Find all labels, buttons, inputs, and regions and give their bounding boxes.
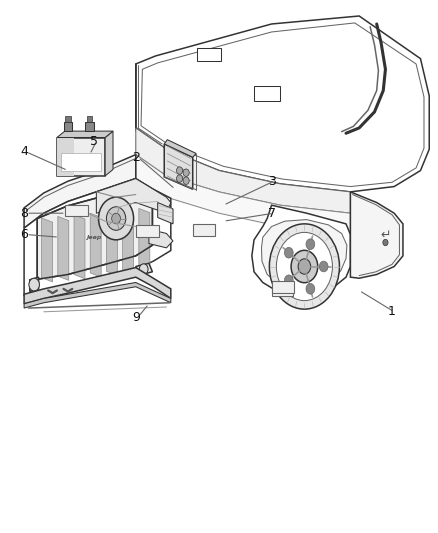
Polygon shape (164, 144, 193, 189)
Circle shape (291, 251, 318, 282)
Circle shape (306, 284, 315, 294)
Bar (65, 205, 88, 216)
Polygon shape (158, 203, 173, 224)
Polygon shape (24, 179, 171, 296)
Circle shape (276, 232, 332, 301)
Circle shape (112, 213, 120, 224)
Polygon shape (24, 268, 171, 304)
Polygon shape (96, 179, 171, 213)
Circle shape (284, 275, 293, 286)
Circle shape (177, 167, 183, 174)
Circle shape (284, 247, 293, 258)
Text: 2: 2 (132, 151, 140, 164)
Polygon shape (106, 212, 117, 276)
Polygon shape (123, 210, 134, 274)
Polygon shape (350, 192, 403, 278)
Bar (64, 122, 72, 131)
Circle shape (183, 177, 189, 184)
Circle shape (183, 169, 189, 176)
Polygon shape (42, 218, 53, 282)
Circle shape (177, 175, 183, 182)
Circle shape (306, 239, 315, 249)
Text: ↵: ↵ (380, 229, 391, 242)
Text: 8: 8 (20, 207, 28, 220)
Text: 6: 6 (20, 228, 28, 241)
Bar (197, 48, 221, 61)
Bar (57, 138, 105, 176)
Text: 9: 9 (132, 311, 140, 324)
Bar (61, 154, 101, 171)
Polygon shape (261, 220, 347, 289)
Polygon shape (90, 213, 101, 277)
Circle shape (269, 224, 339, 309)
Polygon shape (57, 131, 113, 138)
Circle shape (139, 264, 148, 274)
Circle shape (298, 259, 311, 274)
Text: 7: 7 (268, 207, 276, 220)
Text: 3: 3 (268, 175, 276, 188)
Polygon shape (149, 229, 173, 248)
Circle shape (383, 239, 388, 246)
Polygon shape (24, 282, 171, 308)
Polygon shape (136, 263, 152, 275)
Polygon shape (24, 155, 136, 228)
Text: Jeep: Jeep (86, 235, 102, 240)
Bar (254, 86, 280, 101)
Circle shape (319, 261, 328, 272)
Text: 4: 4 (20, 146, 28, 158)
Bar (136, 225, 159, 237)
Polygon shape (164, 140, 196, 157)
Bar (193, 224, 215, 236)
Polygon shape (136, 128, 350, 213)
Circle shape (99, 197, 134, 240)
Polygon shape (30, 277, 39, 292)
Polygon shape (252, 205, 350, 296)
Polygon shape (74, 215, 85, 279)
Polygon shape (136, 16, 429, 192)
Circle shape (29, 278, 39, 291)
Bar (87, 116, 92, 122)
Polygon shape (139, 208, 150, 272)
Text: 5: 5 (90, 135, 98, 148)
Circle shape (106, 207, 126, 230)
Bar (272, 281, 294, 293)
Polygon shape (105, 131, 113, 176)
Polygon shape (58, 216, 69, 280)
Bar (57, 138, 74, 176)
Text: 1: 1 (388, 305, 396, 318)
Bar (65, 116, 71, 122)
Polygon shape (136, 155, 350, 235)
Polygon shape (37, 184, 152, 279)
Bar (85, 122, 94, 131)
Bar (272, 285, 293, 296)
